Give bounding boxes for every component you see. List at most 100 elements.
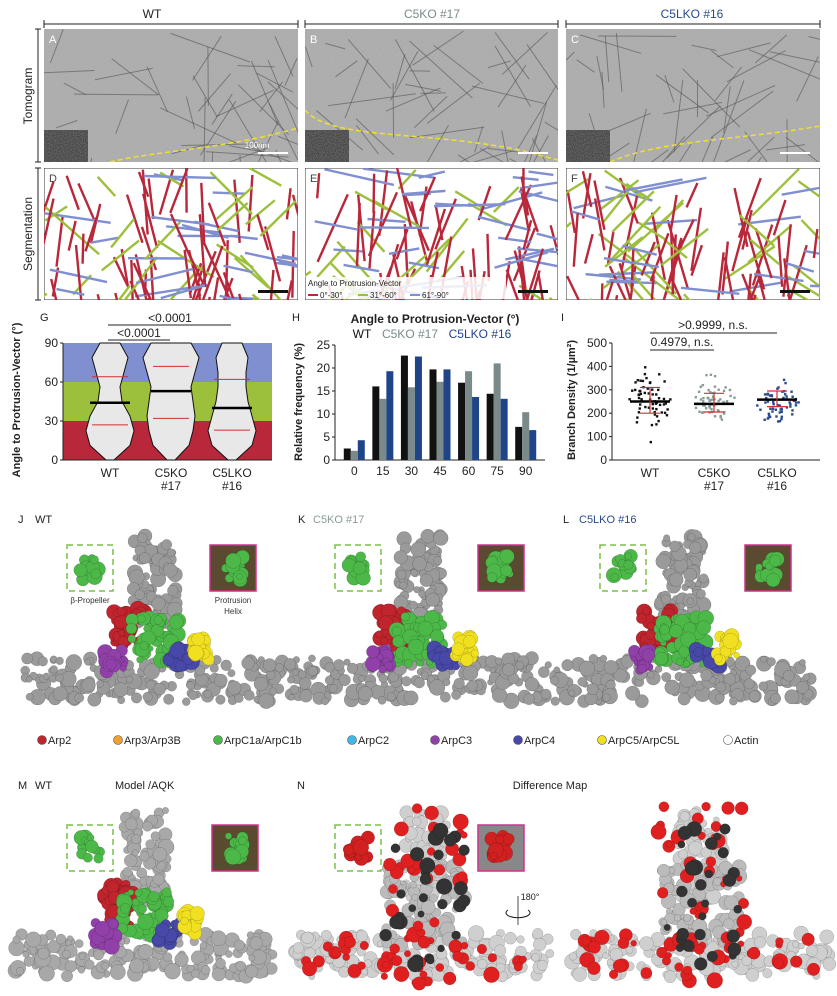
actin-filament (94, 67, 153, 81)
arp3-density (122, 866, 133, 878)
dark-density (433, 849, 444, 861)
data-point (777, 420, 780, 423)
actin-density (81, 677, 96, 693)
difference-density (773, 958, 784, 969)
data-point (703, 404, 706, 407)
segmented-filament (238, 293, 243, 300)
actin-density (324, 662, 335, 673)
data-point (650, 423, 654, 427)
actin-density (799, 659, 806, 666)
inset-density (343, 844, 355, 856)
difference-density (487, 953, 498, 963)
bar (443, 369, 451, 460)
segmented-filament (630, 249, 635, 290)
actin-density (494, 657, 503, 665)
arp3-density (150, 831, 161, 842)
actin-filament (666, 105, 721, 159)
actin-filament (691, 44, 717, 51)
arp2-density (378, 615, 394, 631)
panel-letter: B (310, 34, 317, 46)
x-tick-label: #17 (704, 479, 724, 493)
actin-filament (746, 136, 775, 162)
actin-filament (524, 135, 538, 162)
data-point (719, 414, 722, 418)
actin-filament (426, 82, 481, 124)
segmented-filament (520, 181, 558, 190)
dark-density (717, 847, 729, 859)
actin-filament (533, 135, 549, 162)
segmented-filament (633, 176, 707, 194)
data-point (785, 406, 789, 409)
difference-density (380, 972, 388, 980)
difference-density (433, 864, 446, 876)
dark-density (722, 873, 737, 887)
data-point (637, 396, 641, 400)
actin-filament (211, 93, 233, 125)
actin-density (388, 671, 399, 683)
data-point (669, 398, 672, 401)
actin-density (715, 693, 725, 703)
data-point (650, 388, 654, 391)
panel-letter: F (571, 173, 578, 185)
arp23-density-map (564, 801, 837, 989)
arp2-density (647, 621, 656, 630)
segmented-filament (741, 273, 754, 300)
arp3-density (669, 540, 681, 552)
y-tick-label: 5 (323, 430, 330, 444)
actin-filament (765, 144, 806, 151)
arpc3-density (637, 663, 647, 674)
actin-filament (335, 60, 358, 78)
x-tick-label: 0 (351, 464, 358, 478)
inset-density (495, 835, 505, 844)
difference-density (443, 971, 457, 986)
segmented-filament (96, 293, 101, 300)
difference-density (404, 950, 412, 958)
arp3-density (124, 817, 138, 831)
x-tick-label: C5LKO (757, 466, 796, 480)
data-point (717, 388, 720, 391)
actin-density (321, 697, 329, 706)
actin-filament (192, 35, 222, 81)
inset-frame (66, 544, 114, 592)
actin-filament (748, 49, 820, 80)
bar (429, 369, 437, 460)
actin-density (462, 665, 479, 681)
legend-item-arp2: Arp2 (37, 735, 71, 747)
segmented-filament (566, 275, 581, 300)
actin-density (299, 689, 313, 703)
actin-density (578, 660, 595, 677)
arpc5-density (180, 916, 189, 925)
tomogram-image (566, 29, 820, 162)
row-labels: Tomogram Segmentation (21, 28, 41, 301)
scale-bar (258, 290, 288, 293)
data-point (637, 393, 640, 396)
inset-density (769, 554, 782, 567)
segmented-filament (650, 275, 655, 300)
actin-filament (769, 51, 820, 63)
arp3-density (419, 573, 434, 587)
data-point (636, 416, 639, 419)
arpc1-density (392, 635, 405, 648)
difference-density (665, 952, 672, 959)
actin-density (153, 682, 166, 696)
arp23-density-map (7, 807, 278, 984)
arp-density (723, 918, 735, 930)
x-tick-label: C5KO (698, 466, 731, 480)
arp3-density (669, 572, 684, 587)
data-point (780, 410, 783, 414)
x-tick-label: 90 (519, 464, 533, 478)
data-point (644, 405, 647, 409)
bar (500, 398, 508, 460)
arpc1-density (417, 620, 434, 637)
segmented-filament (749, 238, 780, 266)
data-point (729, 394, 732, 398)
data-point (662, 397, 666, 401)
data-point (775, 415, 778, 418)
legend-swatch-icon (430, 735, 440, 745)
dark-density (396, 889, 406, 899)
actin-filament (596, 55, 604, 90)
actin-density (515, 660, 525, 670)
difference-density (807, 962, 821, 976)
actin-density (289, 684, 300, 695)
panel-letter: J (18, 514, 24, 526)
